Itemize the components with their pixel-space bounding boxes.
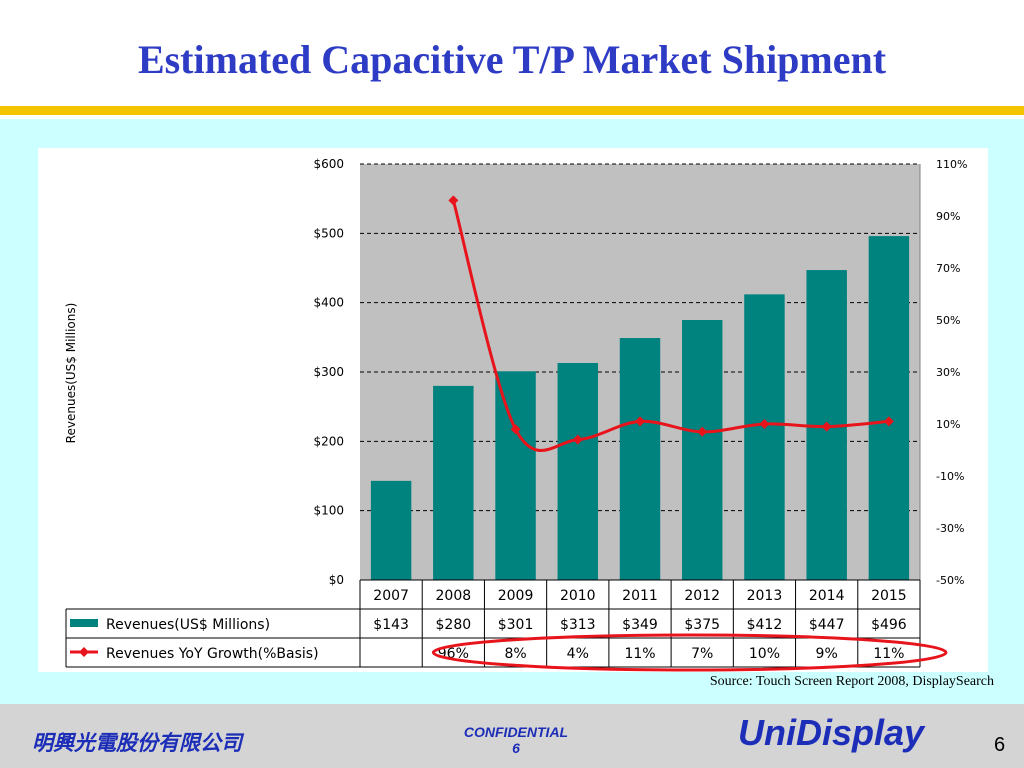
revenue-data-label: $143: [373, 617, 409, 633]
confidential-text: CONFIDENTIAL: [463, 724, 569, 740]
bar: [619, 338, 661, 580]
growth-marker: [448, 195, 459, 206]
y2-tick-label: -30%: [936, 522, 964, 535]
revenue-data-label: $375: [684, 617, 720, 633]
page-number: 6: [994, 734, 1006, 756]
growth-data-label: 11%: [873, 646, 904, 662]
y2-tick-label: 90%: [936, 210, 960, 223]
x-tick-label: 2015: [871, 588, 907, 604]
growth-marker: [821, 421, 832, 432]
confidential-page: 6: [512, 740, 520, 756]
bar: [868, 236, 910, 580]
revenue-data-label: $349: [622, 617, 658, 633]
legend-label-revenue: Revenues(US$ Millions): [106, 617, 270, 633]
y-tick-label: $200: [313, 434, 344, 448]
legend-key-marker: [79, 647, 89, 657]
y-tick-label: $500: [313, 226, 344, 240]
source-note: Source: Touch Screen Report 2008, Displa…: [709, 674, 994, 689]
revenue-data-label: $280: [436, 617, 472, 633]
revenue-data-label: $313: [560, 617, 596, 633]
growth-data-label: 8%: [504, 646, 526, 662]
y2-tick-label: 10%: [936, 418, 960, 431]
y2-tick-label: -50%: [936, 574, 964, 587]
growth-data-label: 10%: [749, 646, 780, 662]
revenue-data-label: $496: [871, 617, 907, 633]
x-tick-label: 2009: [498, 588, 534, 604]
footer: 明興光電股份有限公司 CONFIDENTIAL 6 UniDisplay 6: [0, 704, 1024, 768]
growth-marker: [883, 416, 894, 427]
x-tick-label: 2007: [373, 588, 409, 604]
y2-tick-label: -10%: [936, 470, 964, 483]
bar: [557, 362, 598, 580]
growth-marker: [759, 419, 770, 429]
brand-logo-text: UniDisplay: [738, 712, 925, 753]
y-axis-title: Revenues(US$ Millions): [64, 303, 78, 444]
bar: [682, 320, 723, 580]
legend-key-bar: [70, 619, 98, 627]
company-name: 明興光電股份有限公司: [32, 730, 242, 755]
y-tick-label: $300: [313, 365, 344, 379]
x-tick-label: 2014: [809, 588, 845, 604]
y-tick-label: $600: [313, 157, 344, 171]
revenue-data-label: $447: [809, 617, 845, 633]
growth-data-label: 11%: [624, 646, 655, 662]
y2-tick-label: 70%: [936, 262, 960, 275]
x-tick-label: 2013: [747, 588, 783, 604]
growth-marker: [697, 426, 708, 437]
y2-tick-label: 50%: [936, 314, 960, 327]
revenue-data-label: $301: [498, 617, 534, 633]
revenue-chart: $0 $100 $200 $300 $400 $500 $600 -50% -30% -10% 10…: [64, 157, 967, 672]
y2-tick-label: 110%: [936, 158, 967, 171]
bar: [370, 480, 412, 580]
bar: [744, 294, 785, 580]
highlight-ellipse: [431, 633, 948, 672]
y-tick-label: $100: [313, 504, 344, 518]
chart-card: $0 $100 $200 $300 $400 $500 $600 -50% -30% -10% 10…: [38, 148, 988, 672]
revenue-data-label: $412: [747, 617, 783, 633]
x-tick-label: 2008: [436, 588, 472, 604]
growth-marker: [572, 434, 583, 445]
y2-tick-label: 30%: [936, 366, 960, 379]
y-tick-label: $0: [329, 573, 344, 587]
bar: [495, 371, 536, 580]
x-tick-label: 2010: [560, 588, 596, 604]
legend-label-growth: Revenues YoY Growth(%Basis): [106, 646, 319, 662]
slide-title: Estimated Capacitive T/P Market Shipment: [137, 37, 887, 82]
x-tick-label: 2012: [684, 588, 720, 604]
bar: [433, 385, 474, 580]
growth-data-label: 4%: [567, 646, 589, 662]
growth-marker: [635, 416, 645, 427]
y-tick-label: $400: [313, 296, 344, 310]
growth-data-label: 9%: [816, 646, 838, 662]
growth-data-label: 7%: [691, 646, 713, 662]
x-tick-label: 2011: [622, 588, 658, 604]
title-underline-bar: [0, 106, 1024, 115]
growth-marker: [510, 424, 521, 435]
confidential-label: CONFIDENTIAL 6: [436, 724, 596, 756]
